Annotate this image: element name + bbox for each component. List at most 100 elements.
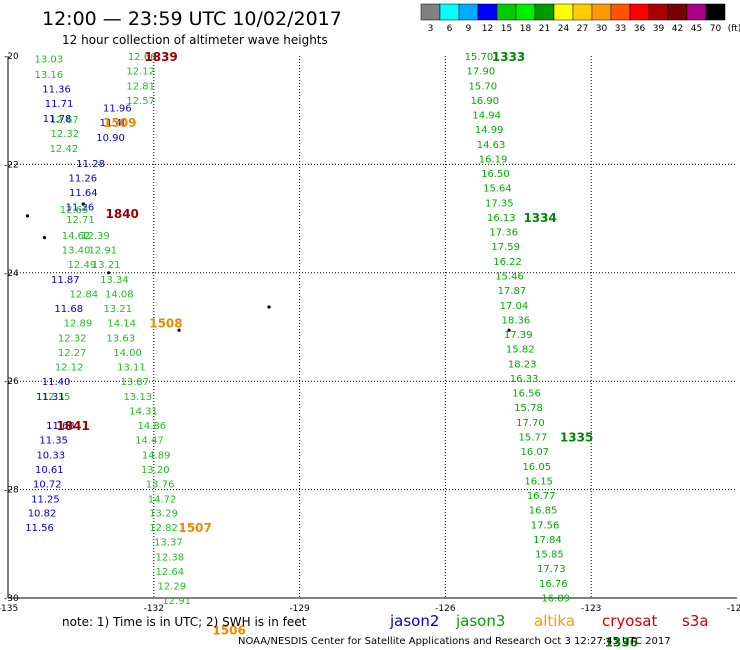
wave-height-label: 16.76 [539,579,568,590]
colorbar-swatch [686,3,707,21]
colorbar-swatch [629,3,650,21]
wave-height-label: 15.70 [465,52,494,63]
wave-height-label: 16.56 [512,389,541,400]
map-grid [7,56,737,599]
wave-height-label: 14.08 [105,289,134,300]
wave-height-label: 16.13 [487,213,516,224]
wave-height-label: 11.28 [76,159,105,170]
colorbar-swatch [591,3,612,21]
island-dot [107,271,111,275]
wave-height-label: 14.89 [142,450,171,461]
colorbar-swatch [705,3,726,21]
colorbar-label: 27 [577,24,588,34]
wave-height-label: 11.78 [43,114,72,125]
wave-height-label: 10.61 [35,465,64,476]
island-dot [267,305,271,309]
x-tick-label: -123 [581,604,601,614]
pass-id-label: 1839 [144,50,177,64]
colorbar-label: 3 [428,24,434,34]
wave-height-label: 13.34 [100,275,129,286]
wave-height-label: 16.50 [481,169,510,180]
wave-height-label: 11.96 [103,103,132,114]
wave-height-label: 14.00 [113,348,142,359]
wave-height-label: 17.70 [516,418,545,429]
wave-height-label: 12.32 [58,333,87,344]
colorbar-swatch [667,3,688,21]
wave-height-label: 10.90 [96,133,125,144]
x-tick-label: -135 [0,604,18,614]
wave-height-label: 16.19 [479,154,508,165]
wave-height-label: 16.33 [510,374,539,385]
wave-height-label: 13.21 [92,260,121,271]
colorbar-label: (ft) [728,24,740,34]
wave-height-label: 12.66 [128,52,157,63]
wave-height-label: 18.23 [508,359,537,370]
wave-height-label: 10.72 [33,480,62,491]
pass-id-label: 1336 [605,635,638,649]
pass-id-label: 1334 [523,211,556,225]
wave-height-label: 12.91 [88,245,117,256]
wave-height-label: 11.40 [42,377,71,388]
wave-height-label: 12.32 [51,129,80,140]
colorbar-label: 70 [710,24,722,34]
wave-height-label: 14.47 [135,436,164,447]
wave-height-label: 17.90 [467,67,496,78]
colorbar-label: 39 [653,24,665,34]
wave-height-label: 12.84 [69,289,98,300]
x-tick-label: -129 [289,604,310,614]
wave-height-label: 11.26 [69,173,98,184]
wave-height-label: 16.89 [541,593,570,604]
wave-height-label: 12.64 [156,567,185,578]
wave-height-label: 10.33 [36,450,65,461]
wave-height-label: 11.71 [45,99,74,110]
wave-height-label: 18.36 [502,315,531,326]
wave-height-label: 12.39 [81,231,110,242]
wave-height-label: 10.82 [28,508,57,519]
pass-id-label: 1335 [560,430,593,444]
island-dot [81,202,85,206]
wave-height-label: 12.38 [156,552,185,563]
colorbar-label: 24 [558,24,570,34]
colorbar-label: 12 [482,24,493,34]
wave-height-label: 13.03 [35,55,64,66]
wave-height-label: 17.73 [537,564,566,575]
wave-height-label: 11.36 [42,85,71,96]
colorbar-label: 30 [596,24,608,34]
wave-height-label: 17.59 [491,242,520,253]
wave-height-label: 12.12 [126,67,155,78]
y-tick-label: -26 [4,377,19,387]
legend-entry: s3a [682,612,709,630]
colorbar-swatch [534,3,555,21]
footer-note: note: 1) Time is in UTC; 2) SWH is in fe… [62,615,307,629]
wave-height-label: 11.35 [39,436,68,447]
wave-height-label: 12.63 [60,205,89,216]
colorbar-swatch [420,3,441,21]
wave-height-label: 11.31 [36,392,65,403]
wave-height-label: 12.89 [64,319,93,330]
wave-height-label: 12.12 [55,363,84,374]
wave-height-label: 15.64 [483,184,512,195]
wave-height-label: 14.94 [472,111,501,122]
wave-height-label: 13.29 [149,508,178,519]
x-tick-label: -132 [144,604,164,614]
wave-height-label: 15.82 [506,345,535,356]
y-tick-label: -28 [4,486,19,496]
wave-height-label: 12.29 [157,582,186,593]
wave-height-label: 16.05 [522,462,551,473]
colorbar-label: 33 [615,24,626,34]
wave-height-label: 16.77 [527,491,556,502]
axis-ticks: -135 -132 -129 -126 -123 -120 -20 -22 -24 -26 -28 -… [0,52,740,614]
wave-height-label: 16.85 [529,506,558,517]
colorbar-swatch [648,3,669,21]
wave-height-label: 14.99 [475,125,504,136]
colorbar-label: 18 [520,24,532,34]
wave-height-label: 15.78 [514,403,543,414]
wave-height-label: 11.40 [100,118,129,129]
wave-height-label: 14.62 [62,231,91,242]
wave-height-label: 11.68 [54,304,83,315]
pass-id-label: 1509 [103,116,136,130]
colorbar: 3 6 9 12 15 18 21 24 27 30 33 36 39 42 45 70 (ft) [420,3,740,34]
chart-subtitle: 12 hour collection of altimeter wave hei… [62,33,328,47]
wave-height-label: 13.87 [121,377,150,388]
